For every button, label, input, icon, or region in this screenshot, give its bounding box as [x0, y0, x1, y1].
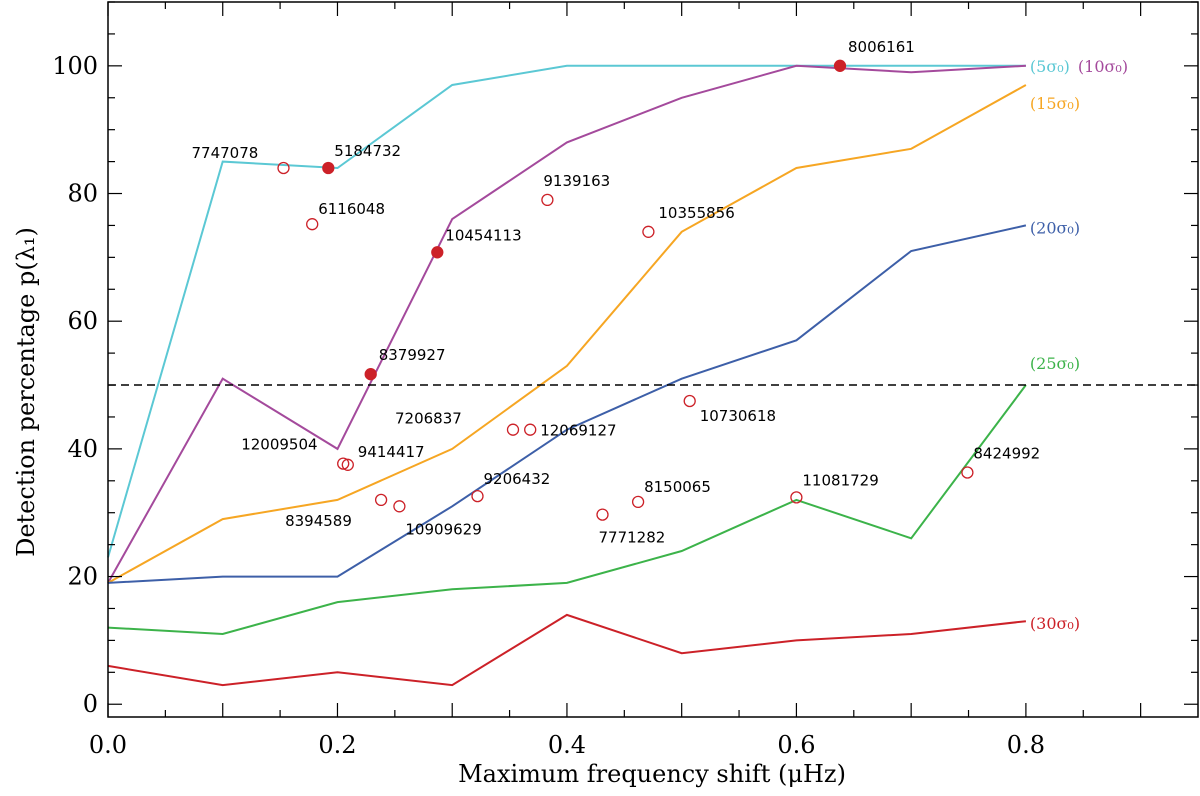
series-label-5: (25σ₀): [1030, 354, 1080, 373]
point-label-12009504: 12009504: [241, 436, 317, 454]
series-label-3: (15σ₀): [1030, 94, 1080, 113]
x-tick-label: 0.0: [89, 731, 127, 759]
point-label-10454113: 10454113: [445, 226, 521, 244]
y-axis-title: Detection percentage p(λ₁): [12, 227, 40, 557]
series-layer: (5σ₀) (10σ₀) (15σ₀) (20σ₀) (25σ₀) (30σ₀): [107, 57, 1128, 687]
series-line-1: [107, 64, 1026, 558]
data-point-7206837: [506, 423, 520, 436]
series-label-4: (20σ₀): [1030, 218, 1080, 237]
data-point-10730618: [683, 394, 696, 408]
data-point-7747078: [277, 161, 290, 175]
point-label-9139163: 9139163: [543, 172, 610, 190]
series-line-5: [107, 384, 1027, 636]
series-label-2: (10σ₀): [1078, 57, 1128, 76]
data-point-12009504: [337, 457, 350, 470]
y-tick-label: 80: [67, 180, 98, 208]
point-label-7771282: 7771282: [599, 529, 666, 547]
x-tick-label: 0.6: [777, 731, 815, 759]
data-point-10454113: [431, 246, 444, 259]
data-point-9206432: [471, 489, 484, 503]
data-point-11081729: [790, 491, 803, 504]
x-axis-title: Maximum frequency shift (μHz): [458, 760, 846, 788]
data-point-8394589: [374, 493, 388, 507]
data-point-8150065: [631, 495, 645, 509]
y-tick-label: 40: [67, 435, 98, 463]
plot-frame: [107, 1, 1199, 718]
points-layer: 7747078 5184732 6116048 10454113 9139163 1035…: [192, 38, 1041, 547]
series-line-3: [107, 84, 1027, 584]
x-tick-label: 0.4: [548, 731, 586, 759]
series-line-2: [107, 64, 1026, 584]
point-label-8150065: 8150065: [644, 478, 711, 496]
data-point-12069127: [524, 423, 537, 436]
point-label-8006161: 8006161: [848, 38, 915, 56]
data-point-8006161: [833, 59, 847, 72]
series-line-4: [107, 224, 1027, 584]
point-label-8379927: 8379927: [379, 346, 446, 364]
point-label-8424992: 8424992: [973, 445, 1040, 463]
point-label-12069127: 12069127: [540, 422, 616, 440]
series-label-1: (5σ₀): [1030, 57, 1070, 76]
x-tick-label: 0.2: [318, 731, 356, 759]
data-point-10355856: [642, 225, 655, 238]
point-label-7747078: 7747078: [192, 144, 259, 162]
y-tick-label: 20: [67, 563, 98, 591]
point-label-9414417: 9414417: [358, 443, 425, 461]
point-label-6116048: 6116048: [318, 200, 385, 218]
axes-layer: 0.0 0.2 0.4 0.6 0.8 0 20 40 60 80 100: [52, 1, 1199, 759]
point-label-10730618: 10730618: [700, 407, 776, 425]
x-tick-label: 0.8: [1007, 731, 1045, 759]
point-label-5184732: 5184732: [334, 142, 401, 160]
y-tick-label: 0: [83, 690, 98, 718]
point-label-7206837: 7206837: [395, 410, 462, 428]
series-label-6: (30σ₀): [1030, 614, 1080, 633]
data-point-5184732: [322, 161, 335, 175]
data-point-9139163: [541, 193, 554, 207]
point-label-8394589: 8394589: [285, 512, 352, 530]
y-tick-label: 100: [52, 52, 98, 80]
point-label-10355856: 10355856: [658, 204, 734, 222]
y-tick-label: 60: [67, 307, 98, 335]
data-point-6116048: [306, 218, 319, 231]
data-point-10909629: [393, 500, 406, 513]
point-label-9206432: 9206432: [484, 470, 551, 488]
point-label-10909629: 10909629: [405, 520, 481, 538]
data-point-9414417: [341, 458, 354, 471]
point-label-11081729: 11081729: [802, 471, 878, 489]
data-point-8424992: [961, 466, 974, 479]
series-line-6: [107, 613, 1027, 687]
data-point-8379927: [364, 368, 377, 381]
data-point-7771282: [596, 508, 609, 521]
